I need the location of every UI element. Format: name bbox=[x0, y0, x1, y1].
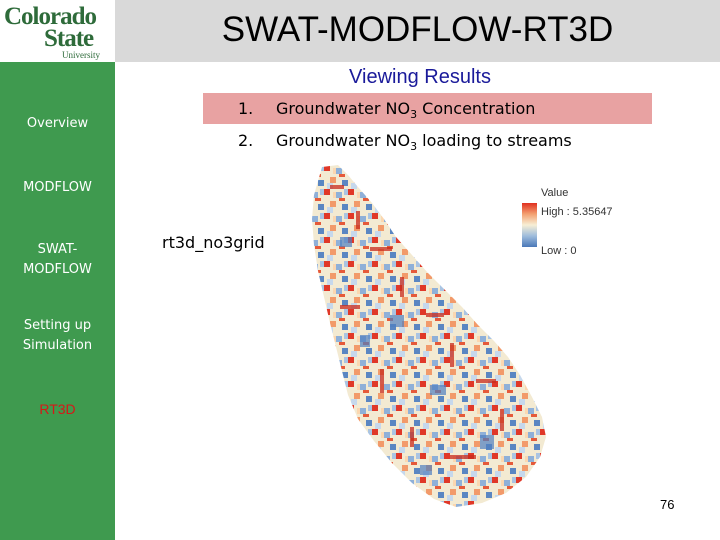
page-number: 76 bbox=[660, 497, 675, 512]
list-item-number: 2. bbox=[238, 131, 254, 151]
sidebar-nav: Colorado State University Overview MODFL… bbox=[0, 0, 115, 540]
sidebar-item-swat-modflow[interactable]: SWAT-MODFLOW bbox=[23, 242, 92, 277]
slide-subtitle: Viewing Results bbox=[349, 66, 491, 88]
list-item-text: Groundwater NO bbox=[276, 131, 411, 151]
logo-colorado-text: Colorado bbox=[4, 3, 97, 30]
slide-title: SWAT-MODFLOW-RT3D bbox=[221, 10, 614, 49]
list-item-text: Groundwater NO bbox=[276, 99, 411, 118]
list-item-subscript: 3 bbox=[410, 108, 418, 122]
legend-color-ramp bbox=[522, 203, 537, 247]
legend-high-label: High : 5.35647 bbox=[541, 206, 613, 218]
university-logo: Colorado State University bbox=[0, 0, 115, 62]
list-item-subscript: 3 bbox=[410, 140, 418, 154]
list-item-text-suffix: loading to streams bbox=[417, 131, 572, 151]
sidebar-item-modflow[interactable]: MODFLOW bbox=[23, 180, 92, 195]
list-highlight bbox=[203, 93, 652, 124]
results-list: 1. Groundwater NO3 Concentration 2. Ground… bbox=[238, 96, 572, 160]
logo-university-text: University bbox=[62, 50, 100, 60]
sidebar-item-setting-up-simulation[interactable]: Setting up Simulation bbox=[22, 318, 93, 353]
legend-title: Value bbox=[541, 187, 569, 199]
sidebar-item-overview[interactable]: Overview bbox=[26, 116, 89, 131]
layer-label: rt3d_no3grid bbox=[162, 233, 265, 252]
sidebar-item-rt3d[interactable]: RT3D bbox=[39, 401, 76, 417]
legend-low-label: Low : 0 bbox=[541, 245, 577, 257]
title-bar: SWAT-MODFLOW-RT3D bbox=[115, 0, 720, 62]
no3-concentration-map bbox=[312, 165, 546, 507]
list-item-text-suffix: Concentration bbox=[417, 99, 536, 118]
list-item: 1. Groundwater NO3 Concentration bbox=[238, 96, 572, 128]
logo-state-text: State bbox=[44, 25, 94, 52]
list-item: 2. Groundwater NO3 loading to streams bbox=[238, 128, 572, 160]
list-item-number: 1. bbox=[238, 99, 254, 118]
